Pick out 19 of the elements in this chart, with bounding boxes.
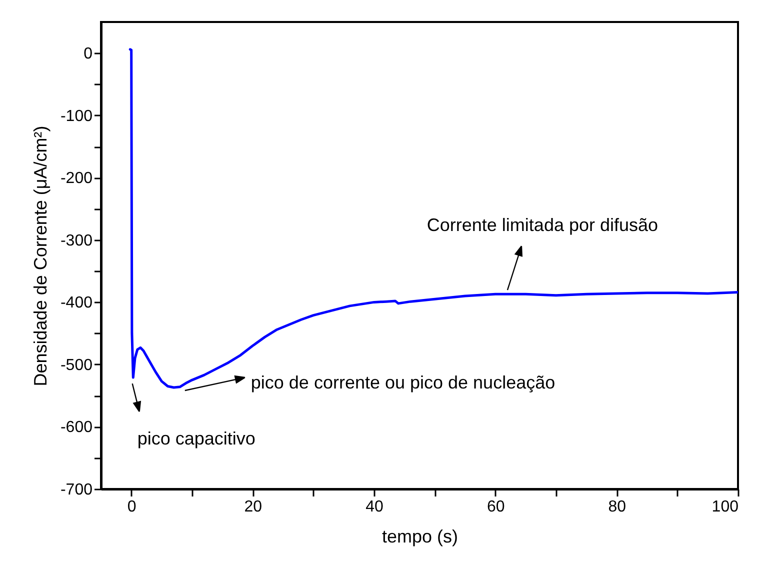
annotation: Corrente limitada por difusão (426, 215, 658, 236)
y-tick-label: -600 (60, 419, 93, 436)
y-tick-label: -500 (60, 356, 93, 374)
y-tick-label: -100 (60, 108, 93, 125)
y-tick-label: -300 (60, 232, 93, 250)
y-tick-label: 0 (84, 46, 93, 63)
x-tick-label: 100 (712, 498, 739, 516)
x-axis-title: tempo (s) (382, 526, 458, 546)
x-tick-label: 0 (127, 498, 136, 516)
y-tick-label: -700 (60, 482, 93, 498)
x-tick-label: 40 (366, 498, 384, 516)
y-tick-label: -200 (60, 170, 93, 188)
x-tick-label: 80 (608, 498, 626, 516)
y-axis-title: Densidade de Corrente (μA/cm²) (30, 126, 50, 386)
x-tick-label: 20 (244, 498, 262, 516)
x-tick-label: 60 (486, 498, 505, 516)
annotation: pico capacitivo (137, 428, 256, 449)
annotation: pico de corrente ou pico de nucleação (250, 372, 556, 393)
y-tick-label: -400 (60, 294, 93, 312)
